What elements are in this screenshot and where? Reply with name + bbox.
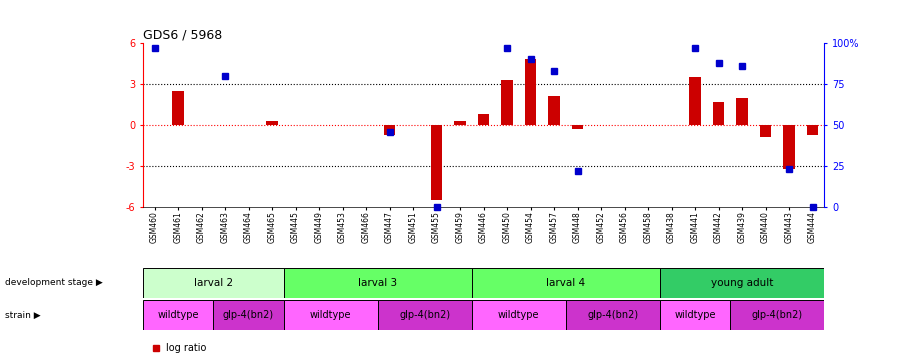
Bar xyxy=(525,59,536,125)
Bar xyxy=(172,91,184,125)
Text: wildtype: wildtype xyxy=(310,310,352,320)
Text: glp-4(bn2): glp-4(bn2) xyxy=(588,310,638,320)
Bar xyxy=(572,125,583,129)
Bar xyxy=(548,96,560,125)
Bar xyxy=(783,125,795,169)
Bar xyxy=(266,121,278,125)
Legend: log ratio, percentile rank within the sample: log ratio, percentile rank within the sa… xyxy=(147,339,335,357)
Text: glp-4(bn2): glp-4(bn2) xyxy=(399,310,450,320)
Bar xyxy=(501,80,513,125)
Bar xyxy=(736,97,748,125)
Bar xyxy=(284,268,472,298)
Bar xyxy=(384,125,395,135)
Bar xyxy=(431,125,442,200)
Bar xyxy=(478,114,489,125)
Bar xyxy=(713,102,725,125)
Text: development stage ▶: development stage ▶ xyxy=(5,278,102,287)
Bar xyxy=(454,121,466,125)
Bar xyxy=(760,125,772,137)
Text: wildtype: wildtype xyxy=(498,310,540,320)
Text: larval 3: larval 3 xyxy=(358,278,397,288)
Text: wildtype: wildtype xyxy=(157,310,199,320)
Bar xyxy=(689,77,701,125)
Bar xyxy=(807,125,819,135)
Bar xyxy=(214,300,284,330)
Bar xyxy=(284,300,378,330)
Bar xyxy=(472,300,565,330)
Text: larval 4: larval 4 xyxy=(546,278,586,288)
Bar xyxy=(659,268,824,298)
Text: glp-4(bn2): glp-4(bn2) xyxy=(752,310,803,320)
Text: glp-4(bn2): glp-4(bn2) xyxy=(223,310,274,320)
Bar xyxy=(730,300,824,330)
Bar xyxy=(143,268,284,298)
Text: young adult: young adult xyxy=(711,278,774,288)
Text: GDS6 / 5968: GDS6 / 5968 xyxy=(143,29,222,42)
Bar xyxy=(378,300,472,330)
Bar xyxy=(143,300,214,330)
Bar xyxy=(659,300,730,330)
Bar xyxy=(472,268,659,298)
Text: larval 2: larval 2 xyxy=(193,278,233,288)
Text: wildtype: wildtype xyxy=(674,310,716,320)
Text: strain ▶: strain ▶ xyxy=(5,311,41,320)
Bar xyxy=(565,300,659,330)
